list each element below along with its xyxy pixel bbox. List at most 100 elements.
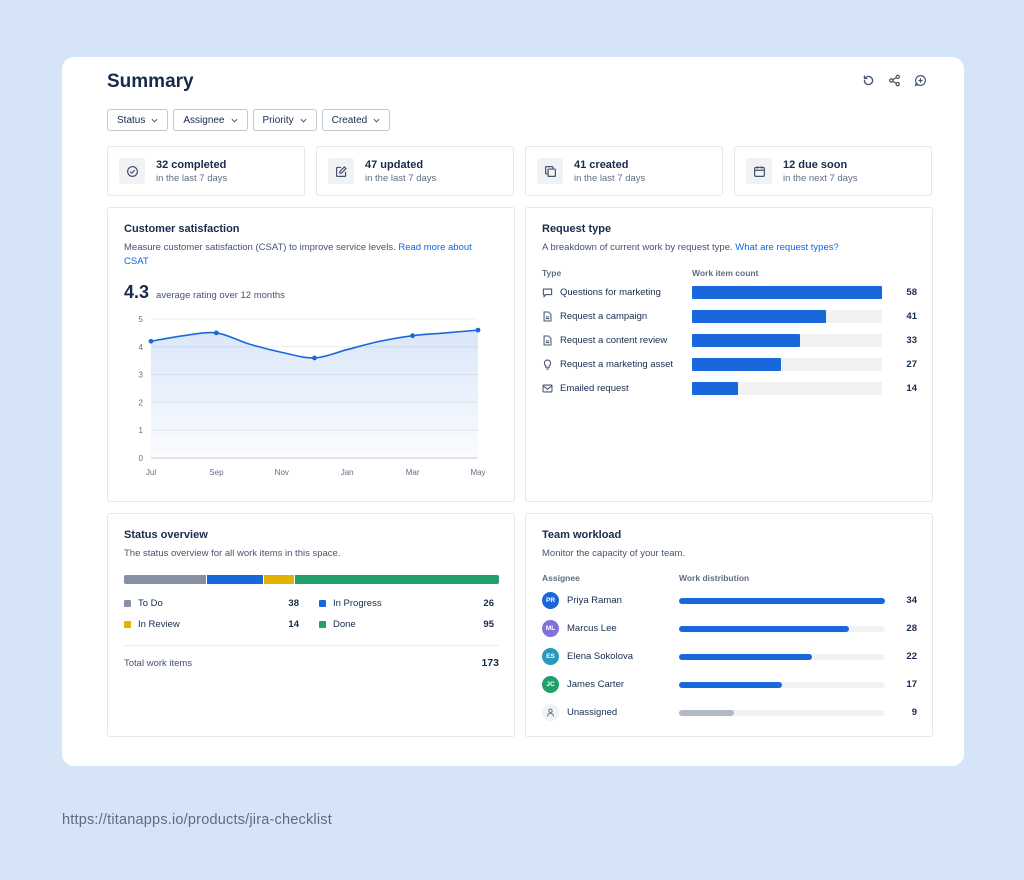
csat-description: Measure customer satisfaction (CSAT) to …	[124, 241, 494, 269]
assignee-name: James Carter	[567, 679, 625, 690]
count-bar-track	[692, 358, 882, 371]
y-tick-label: 5	[139, 315, 144, 324]
csat-line-chart: 0 1 2 3 4 5 Jul Sep Nov Jan Mar May	[139, 315, 486, 477]
csat-data-point[interactable]	[475, 327, 481, 333]
stats-row: 32 completed in the last 7 days 47 update…	[107, 146, 932, 196]
avatar	[542, 704, 559, 721]
workload-bar-fill	[679, 626, 849, 632]
csat-data-point[interactable]	[148, 338, 154, 344]
filter-assignee[interactable]: Assignee	[173, 109, 248, 131]
footer-url[interactable]: https://titanapps.io/products/jira-check…	[62, 812, 332, 828]
count-value: 14	[906, 383, 917, 394]
stat-value: 32 completed	[156, 158, 227, 171]
count-bar-fill	[692, 286, 882, 299]
x-tick-label: Nov	[275, 468, 289, 477]
legend-value: 26	[483, 598, 494, 609]
workload-bar-track	[679, 626, 885, 632]
workload-value: 28	[906, 623, 917, 634]
chevron-down-icon	[231, 118, 237, 123]
assignee-name: Unassigned	[567, 707, 618, 718]
share-icon[interactable]	[887, 73, 902, 88]
csat-read-more-link[interactable]: Read more about CSAT	[124, 242, 472, 267]
assignee-name: Priya Raman	[567, 595, 622, 606]
count-bar-fill	[692, 358, 781, 371]
status-bar-segment[interactable]	[206, 575, 263, 584]
y-tick-label: 4	[139, 343, 144, 352]
csat-data-point[interactable]	[214, 330, 219, 336]
legend-swatch	[124, 600, 131, 607]
workload-bar-fill	[679, 682, 782, 688]
calendar-icon	[746, 158, 772, 184]
workload-bar-fill	[679, 710, 734, 716]
x-tick-label: Jul	[146, 468, 156, 477]
status-bar-segment[interactable]	[124, 575, 206, 584]
stat-due-soon: 12 due soon in the next 7 days	[734, 146, 932, 196]
filter-priority[interactable]: Priority	[252, 109, 317, 131]
request-types-link[interactable]: What are request types?	[735, 242, 839, 253]
filter-status[interactable]: Status	[107, 109, 169, 131]
avatar: JC	[542, 676, 559, 693]
avatar: ES	[542, 648, 559, 665]
csat-area-fill	[151, 330, 478, 458]
x-tick-label: Jan	[341, 468, 354, 477]
stat-caption: in the next 7 days	[783, 172, 858, 184]
filter-created[interactable]: Created	[321, 109, 391, 131]
legend-swatch	[319, 600, 326, 607]
team-workload-description: Monitor the capacity of your team.	[542, 548, 686, 559]
legend-value: 14	[288, 619, 299, 630]
csat-data-point[interactable]	[410, 333, 415, 339]
workload-bar-track	[679, 710, 885, 716]
count-bar-track	[692, 286, 882, 299]
y-tick-label: 0	[139, 454, 144, 463]
document-icon	[542, 311, 553, 322]
stat-caption: in the last 7 days	[156, 172, 228, 184]
status-stacked-bar	[124, 575, 499, 584]
x-tick-label: Sep	[209, 468, 224, 477]
workload-value: 22	[906, 651, 917, 662]
filter-label: Assignee	[183, 114, 225, 126]
csat-rating-row: 4.3 average rating over 12 months	[124, 282, 285, 303]
csat-panel: Customer satisfaction Measure customer s…	[107, 207, 515, 502]
document-icon	[542, 335, 553, 346]
filter-label: Status	[117, 114, 146, 126]
workload-value: 9	[911, 707, 917, 718]
toolbar-icons	[861, 73, 928, 88]
feedback-icon[interactable]	[913, 73, 928, 88]
stat-completed: 32 completed in the last 7 days	[107, 146, 305, 196]
stat-updated: 47 updated in the last 7 days	[316, 146, 514, 196]
request-type-label: Request a campaign	[560, 311, 648, 322]
avatar: PR	[542, 592, 559, 609]
refresh-icon[interactable]	[861, 73, 876, 88]
request-type-label: Request a marketing asset	[560, 359, 674, 370]
summary-card: Summary Status Assignee Priority Created…	[62, 57, 964, 766]
divider	[124, 645, 499, 646]
legend-label: To Do	[138, 598, 163, 609]
status-bar-segment[interactable]	[263, 575, 294, 584]
filter-bar: Status Assignee Priority Created	[107, 109, 391, 131]
stat-created: 41 created in the last 7 days	[525, 146, 723, 196]
status-bar-segment[interactable]	[294, 575, 499, 584]
column-header-type: Type	[542, 268, 562, 278]
avatar: ML	[542, 620, 559, 637]
csat-data-point[interactable]	[312, 355, 317, 361]
request-type-label: Questions for marketing	[560, 287, 661, 298]
filter-label: Priority	[262, 114, 294, 126]
request-type-desc-text: A breakdown of current work by request t…	[542, 242, 733, 253]
legend-value: 38	[288, 598, 299, 609]
workload-value: 17	[906, 679, 917, 690]
comment-icon	[542, 287, 553, 298]
x-tick-label: Mar	[406, 468, 420, 477]
edit-icon	[328, 158, 354, 184]
workload-bar-track	[679, 654, 885, 660]
count-value: 41	[906, 311, 917, 322]
count-bar-fill	[692, 382, 738, 395]
team-workload-title: Team workload	[542, 529, 622, 541]
csat-rating-value: 4.3	[124, 282, 150, 302]
chevron-down-icon	[300, 118, 307, 123]
count-bar-track	[692, 382, 882, 395]
filter-label: Created	[331, 114, 368, 126]
person-icon	[546, 708, 555, 717]
count-bar-track	[692, 310, 882, 323]
count-value: 27	[906, 359, 917, 370]
status-overview-panel: Status overview The status overview for …	[107, 513, 515, 737]
